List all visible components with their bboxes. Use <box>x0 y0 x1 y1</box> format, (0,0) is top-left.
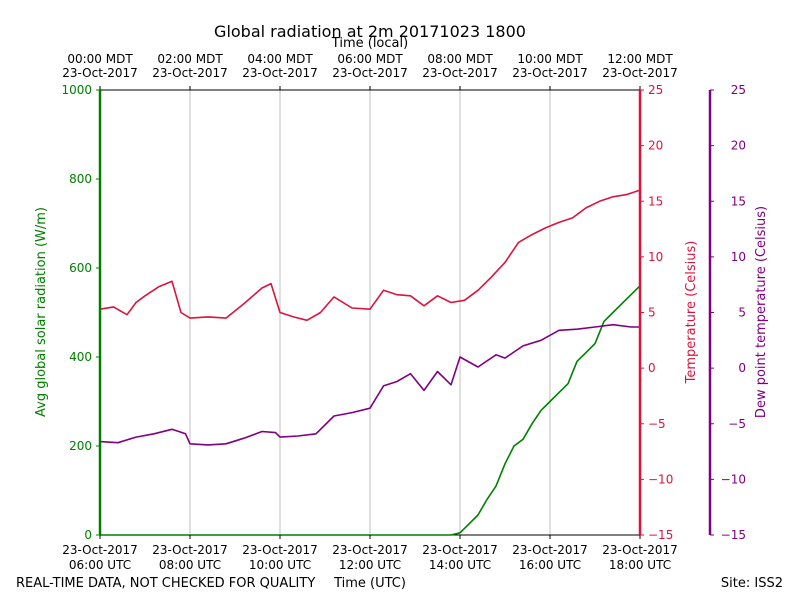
x-tick-date-utc: 23-Oct-2017 <box>512 543 588 557</box>
x-tick-time-utc: 12:00 UTC <box>339 558 401 572</box>
x-tick-time-utc: 08:00 UTC <box>159 558 221 572</box>
x-tick-time-local: 04:00 MDT <box>247 52 313 66</box>
temperature-tick-label: 10 <box>648 250 663 264</box>
radiation-tick-label: 400 <box>69 350 92 364</box>
radiation-tick-label: 200 <box>69 439 92 453</box>
radiation-tick-label: 600 <box>69 261 92 275</box>
dewpoint-tick-label: 5 <box>738 306 746 320</box>
dewpoint-tick-label: 20 <box>731 139 746 153</box>
x-tick-time-utc: 14:00 UTC <box>429 558 491 572</box>
dewpoint-axis-label: Dew point temperature (Celsius) <box>754 206 769 418</box>
x-tick-date-local: 23-Oct-2017 <box>332 66 408 80</box>
temperature-tick-label: −10 <box>648 472 673 486</box>
temperature-tick-label: −5 <box>648 417 666 431</box>
x-tick-date-utc: 23-Oct-2017 <box>152 543 228 557</box>
x-tick-time-local: 08:00 MDT <box>427 52 493 66</box>
series-line-radiation <box>100 285 641 536</box>
temperature-tick-label: 15 <box>648 194 663 208</box>
site-label: Site: ISS2 <box>721 576 783 591</box>
radiation-axis-label: Avg global solar radiation (W/m) <box>34 207 49 417</box>
chart-title: Global radiation at 2m 20171023 1800 <box>214 22 526 41</box>
x-tick-time-local: 02:00 MDT <box>157 52 223 66</box>
dewpoint-tick-label: −15 <box>721 528 746 542</box>
x-tick-date-local: 23-Oct-2017 <box>242 66 318 80</box>
dewpoint-tick-label: 15 <box>731 194 746 208</box>
temperature-tick-label: 0 <box>648 361 656 375</box>
y-axis-radiation: 0 200 400 600 800 1000 <box>61 83 102 542</box>
series-line-temperature <box>99 189 641 322</box>
x-tick-date-utc: 23-Oct-2017 <box>422 543 498 557</box>
x-tick-time-utc: 18:00 UTC <box>609 558 671 572</box>
x-tick-time-utc: 06:00 UTC <box>69 558 131 572</box>
series-line-dewpoint <box>99 323 640 446</box>
x-tick-time-local: 12:00 MDT <box>607 52 673 66</box>
x-tick-date-local: 23-Oct-2017 <box>62 66 138 80</box>
temperature-tick-label: 25 <box>648 83 663 97</box>
top-x-axis-label: Time (local) <box>331 36 408 51</box>
x-tick-date-local: 23-Oct-2017 <box>602 66 678 80</box>
x-tick-date-local: 23-Oct-2017 <box>512 66 588 80</box>
quality-disclaimer: REAL-TIME DATA, NOT CHECKED FOR QUALITY <box>16 576 315 591</box>
x-tick-date-local: 23-Oct-2017 <box>422 66 498 80</box>
radiation-tick-label: 800 <box>69 172 92 186</box>
radiation-tick-label: 0 <box>84 528 92 542</box>
radiation-tick-label: 1000 <box>61 83 92 97</box>
x-tick-date-utc: 23-Oct-2017 <box>332 543 408 557</box>
temperature-tick-label: −15 <box>648 528 673 542</box>
x-tick-date-local: 23-Oct-2017 <box>152 66 228 80</box>
dewpoint-tick-label: −10 <box>721 472 746 486</box>
x-tick-time-utc: 10:00 UTC <box>249 558 311 572</box>
y-axis-temperature: −15 −10 −5 0 5 10 15 20 25 <box>638 83 673 542</box>
x-tick-time-local: 00:00 MDT <box>67 52 133 66</box>
x-tick-date-utc: 23-Oct-2017 <box>62 543 138 557</box>
temperature-tick-label: 20 <box>648 139 663 153</box>
y-axis-dewpoint: −15 −10 −5 0 5 10 15 20 25 <box>708 83 746 542</box>
dewpoint-tick-label: −5 <box>728 417 746 431</box>
dewpoint-tick-label: 10 <box>731 250 746 264</box>
x-tick-time-utc: 16:00 UTC <box>519 558 581 572</box>
dewpoint-tick-label: 0 <box>738 361 746 375</box>
x-tick-date-utc: 23-Oct-2017 <box>242 543 318 557</box>
bottom-x-axis-label: Time (UTC) <box>333 576 406 591</box>
gridlines <box>189 90 551 535</box>
dewpoint-tick-label: 25 <box>731 83 746 97</box>
x-tick-time-local: 10:00 MDT <box>517 52 583 66</box>
x-tick-date-utc: 23-Oct-2017 <box>602 543 678 557</box>
temperature-axis-label: Temperature (Celsius) <box>684 241 699 385</box>
x-tick-time-local: 06:00 MDT <box>337 52 403 66</box>
series-layer <box>99 189 641 536</box>
temperature-tick-label: 5 <box>648 306 656 320</box>
